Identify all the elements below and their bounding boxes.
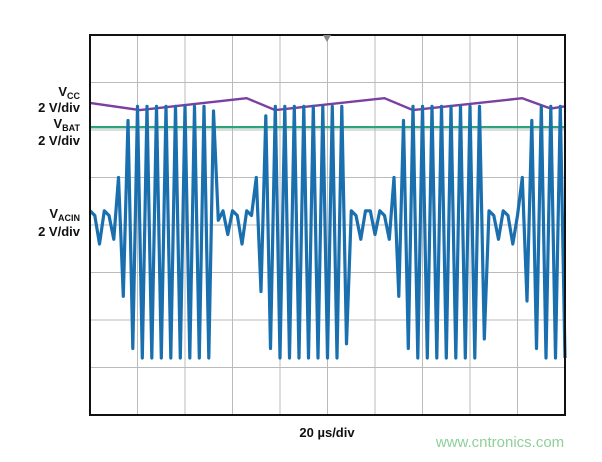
channel-scale: 2 V/div (38, 133, 81, 148)
channel-name-sub: CC (67, 91, 80, 101)
trace (88, 104, 567, 360)
channel-name-sub: ACIN (58, 213, 80, 223)
channel-name-main: V (58, 84, 67, 99)
channel-name-sub: BAT (62, 123, 80, 133)
channel-scale: 2 V/div (38, 100, 81, 115)
channel-name-main: V (49, 206, 58, 221)
trigger-marker (323, 35, 331, 42)
x-label: 20 µs/div (299, 425, 355, 440)
channel-scale: 2 V/div (38, 224, 81, 239)
channel-name: VCC (58, 84, 80, 101)
channel-name: VACIN (49, 206, 80, 223)
channel-name-main: V (53, 116, 62, 131)
watermark: www.cntronics.com (435, 434, 564, 451)
channel-name: VBAT (53, 116, 80, 133)
